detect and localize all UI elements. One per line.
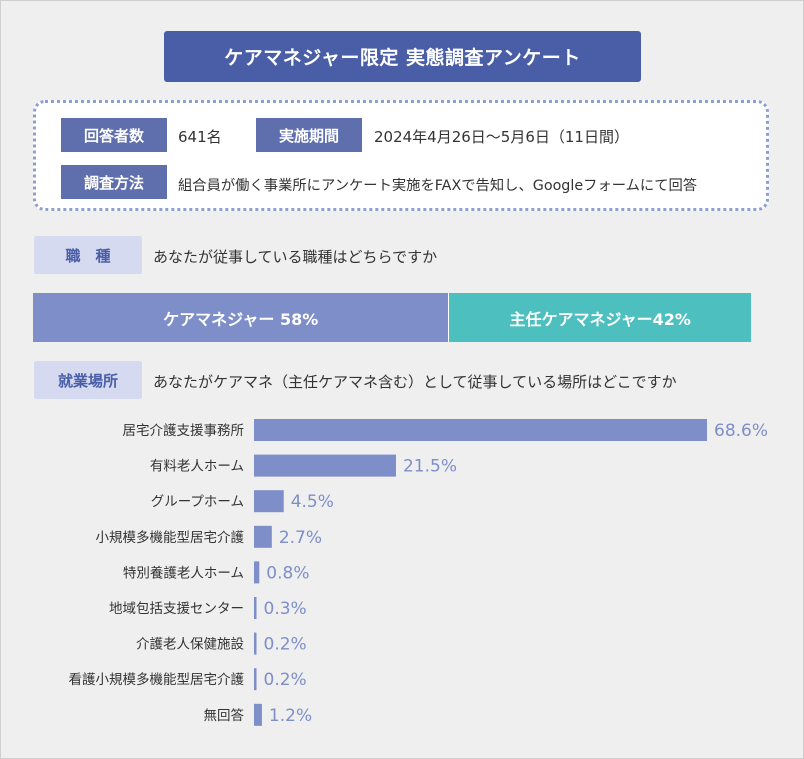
bar	[254, 454, 396, 477]
category-label: 居宅介護支援事務所	[123, 423, 245, 439]
value-label: 2.7%	[279, 528, 322, 548]
occupation-tag: 職 種	[34, 236, 142, 274]
method-value: 組合員が働く事業所にアンケート実施をFAXで告知し、Googleフォームにて回答	[178, 178, 698, 194]
period-tag: 実施期間	[256, 118, 362, 152]
bar	[254, 419, 707, 441]
respondents-tag: 回答者数	[61, 118, 167, 152]
value-label: 21.5%	[403, 457, 457, 477]
occupation-question: あなたが従事している職種はどちらですか	[153, 248, 438, 266]
value-label: 68.6%	[714, 421, 768, 441]
respondents-value: 641名	[178, 128, 222, 146]
category-label: 小規模多機能型居宅介護	[96, 529, 245, 546]
bar	[254, 632, 257, 655]
survey-info-box: 回答者数 641名 実施期間 2024年4月26日〜5月6日（11日間） 調査方…	[33, 100, 769, 211]
stacked-segment-chief-care-manager: 主任ケアマネジャー42%	[449, 293, 751, 342]
method-tag: 調査方法	[61, 165, 167, 199]
category-label: 地域包括支援センター	[109, 601, 244, 617]
workplace-question: あなたがケアマネ（主任ケアマネ含む）として従事している場所はどこですか	[153, 373, 677, 391]
bar	[254, 703, 262, 726]
bar	[254, 561, 260, 584]
category-label: グループホーム	[151, 494, 244, 510]
category-label: 介護老人保健施設	[136, 637, 244, 653]
value-label: 0.3%	[264, 599, 307, 619]
workplace-tag: 就業場所	[34, 361, 142, 399]
bar	[254, 597, 257, 619]
value-label: 0.2%	[264, 635, 307, 655]
stacked-segment-care-manager: ケアマネジャー 58%	[33, 293, 450, 342]
page-title: ケアマネジャー限定 実態調査アンケート	[164, 31, 641, 82]
period-value: 2024年4月26日〜5月6日（11日間）	[374, 128, 629, 146]
value-label: 4.5%	[291, 492, 334, 512]
category-label: 特別養護老人ホーム	[123, 564, 244, 581]
category-label: 無回答	[204, 707, 245, 724]
category-label: 有料老人ホーム	[150, 459, 244, 475]
bar	[254, 668, 257, 691]
value-label: 0.2%	[264, 670, 307, 690]
occupation-stacked-bar: ケアマネジャー 58% 主任ケアマネジャー42%	[33, 293, 751, 342]
value-label: 1.2%	[269, 706, 312, 726]
value-label: 0.8%	[266, 563, 309, 583]
bar	[254, 490, 284, 513]
bar	[254, 525, 272, 548]
category-label: 看護小規模多機能型居宅介護	[69, 671, 245, 688]
